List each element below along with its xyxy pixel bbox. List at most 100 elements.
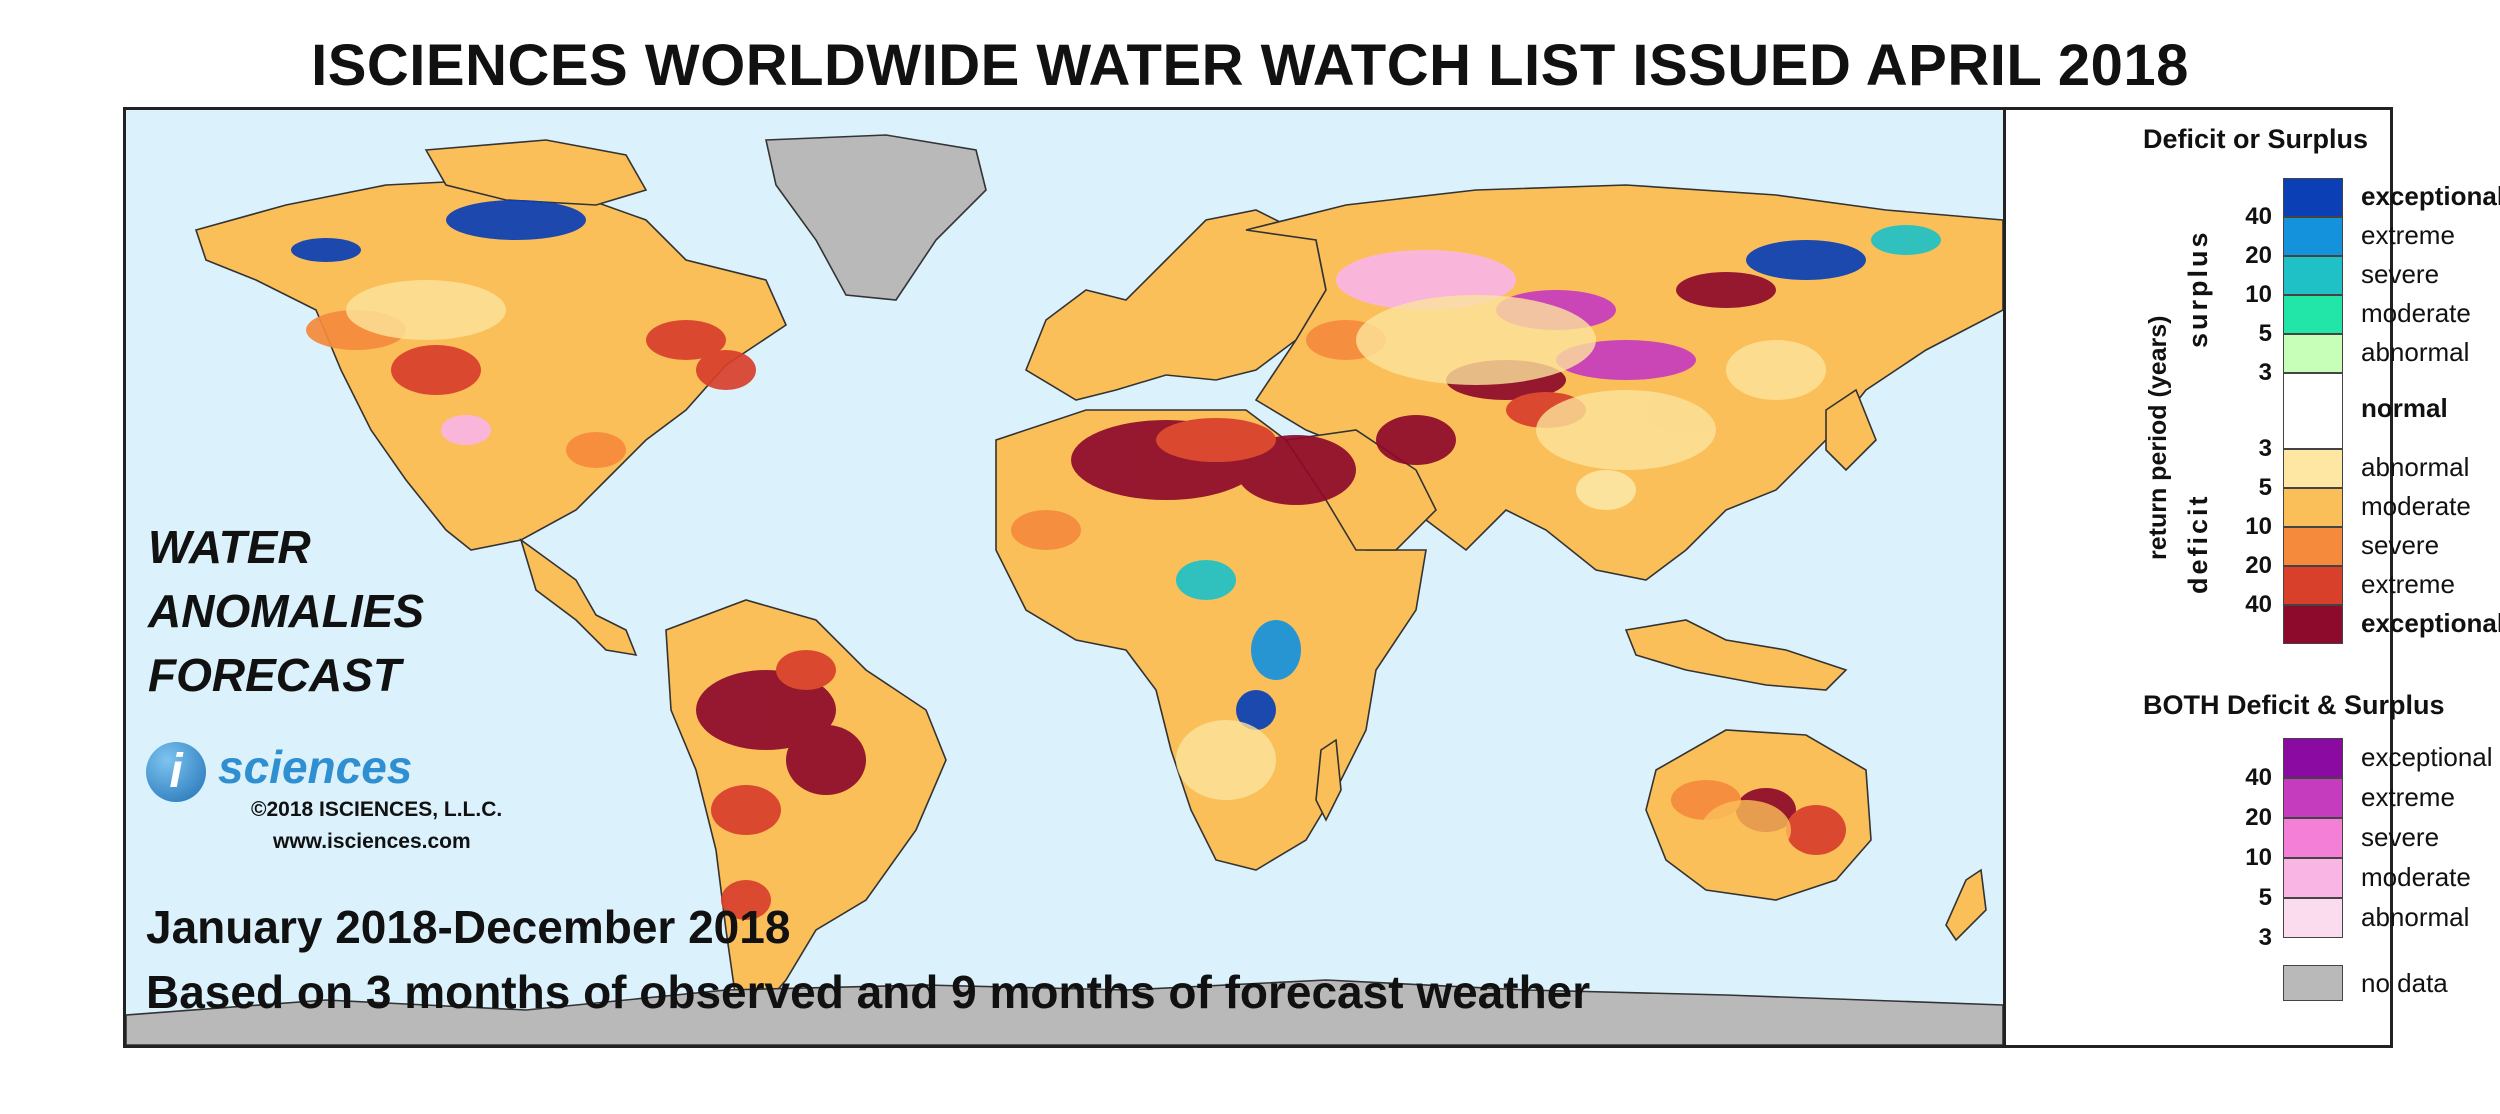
legend-tick-surplus: 40 <box>2245 203 2272 230</box>
anomaly-patch <box>1236 690 1276 730</box>
anomaly-patch <box>1336 250 1516 310</box>
anomaly-patch <box>776 650 836 690</box>
world-map-canvas <box>126 110 2003 1045</box>
legend-swatch-surplus-extreme <box>2283 217 2343 256</box>
legend-tick-both: 10 <box>2245 844 2272 871</box>
legend-swatch-surplus-exceptional <box>2283 178 2343 217</box>
logo-wordmark: sciences <box>218 741 413 793</box>
legend-label-surplus-moderate: moderate <box>2361 298 2471 328</box>
anomaly-patch <box>391 345 481 395</box>
legend-tick-surplus: 3 <box>2258 359 2272 386</box>
legend-swatch-deficit-moderate <box>2283 488 2343 527</box>
legend-tick-surplus: 10 <box>2245 281 2272 308</box>
copyright-text: ©2018 ISCIENCES, L.L.C. <box>251 798 503 821</box>
anomaly-patch <box>696 670 836 750</box>
anomaly-patch <box>1176 560 1236 600</box>
map-frame: WATER ANOMALIES FORECAST i sciences ©201… <box>123 107 2500 1048</box>
legend-surplus-label: surplus <box>2183 229 2213 348</box>
legend-swatch-surplus-abnormal <box>2283 334 2343 373</box>
legend-label-deficit-exceptional: exceptional <box>2361 608 2500 638</box>
anomaly-patch <box>1011 510 1081 550</box>
legend-swatch-both-exceptional <box>2283 738 2343 778</box>
anomaly-patch <box>1871 225 1941 255</box>
landmass-madagascar <box>1315 738 1342 822</box>
legend-tick-surplus: 5 <box>2258 320 2272 347</box>
legend-label-surplus-exceptional: exceptional <box>2361 181 2500 211</box>
legend-tick-both: 20 <box>2245 804 2272 831</box>
legend-label-surplus-severe: severe <box>2361 259 2440 289</box>
landmass-japan <box>1825 388 1877 472</box>
legend-tick-deficit: 10 <box>2245 513 2272 540</box>
anomaly-patch-light <box>1536 390 1716 470</box>
anomaly-patch <box>1376 415 1456 465</box>
map-title: ISCIENCES WORLDWIDE WATER WATCH LIST ISS… <box>311 33 2189 98</box>
legend-tick-both: 3 <box>2258 924 2272 951</box>
legend-label-deficit-severe: severe <box>2361 530 2440 560</box>
anomaly-patch <box>1676 272 1776 308</box>
anomaly-patch <box>1576 470 1636 510</box>
anomaly-patch <box>1786 805 1846 855</box>
anomaly-patch <box>1236 435 1356 505</box>
legend-label-both-moderate: moderate <box>2361 862 2471 892</box>
anomaly-patch <box>1251 620 1301 680</box>
map-heading-line3: FORECAST <box>148 649 401 701</box>
legend-swatch-both-moderate <box>2283 858 2343 898</box>
legend-label-both-exceptional: exceptional <box>2361 742 2493 772</box>
legend-swatch-surplus-moderate <box>2283 295 2343 334</box>
isciences-logo: i sciences <box>146 740 446 810</box>
landmass-antarctica <box>126 979 2003 1045</box>
legend-swatch-both-abnormal <box>2283 898 2343 938</box>
anomaly-patch <box>1746 240 1866 280</box>
legend-swatch-deficit-extreme <box>2283 566 2343 605</box>
anomaly-patch <box>446 200 586 240</box>
period-text: January 2018-December 2018 <box>146 901 791 953</box>
legend-heading-both: BOTH Deficit & Surplus <box>2143 690 2445 720</box>
legend-divider <box>2003 110 2006 1045</box>
legend-tick-both: 5 <box>2258 884 2272 911</box>
legend-tick-deficit: 5 <box>2258 474 2272 501</box>
legend-label-surplus-extreme: extreme <box>2361 220 2455 250</box>
legend-swatch-both-severe <box>2283 818 2343 858</box>
legend-label-surplus-abnormal: abnormal <box>2361 337 2470 367</box>
legend-panel: Deficit or Surplus return period (years)… <box>2006 110 2500 1045</box>
basis-text: Based on 3 months of observed and 9 mont… <box>146 966 1591 1018</box>
anomaly-patch-light <box>346 280 506 340</box>
legend-swatch-deficit-abnormal <box>2283 449 2343 488</box>
legend-axis-label: return period (years) <box>2144 315 2172 560</box>
anomaly-patch <box>441 415 491 445</box>
landmass-new-zealand <box>1945 868 1987 942</box>
legend-tick-surplus: 20 <box>2245 242 2272 269</box>
legend-tick-deficit: 3 <box>2258 435 2272 462</box>
legend-label-no-data: no data <box>2361 968 2448 998</box>
logo-i-icon: i <box>146 742 206 802</box>
anomaly-patch <box>711 785 781 835</box>
legend-deficit-label: deficit <box>2183 493 2213 594</box>
anomaly-patch-light <box>1726 340 1826 400</box>
legend-swatch-deficit-exceptional <box>2283 605 2343 644</box>
anomaly-patches <box>291 200 1941 920</box>
anomaly-patch-light <box>1356 295 1596 385</box>
anomaly-patch <box>721 880 771 920</box>
legend-label-normal: normal <box>2361 393 2448 423</box>
legend-label-deficit-moderate: moderate <box>2361 491 2471 521</box>
legend-swatch-surplus-severe <box>2283 256 2343 295</box>
website-text: www.isciences.com <box>273 830 471 853</box>
legend-swatch-no-data <box>2283 965 2343 1001</box>
legend-tick-deficit: 20 <box>2245 552 2272 579</box>
anomaly-patch <box>291 238 361 262</box>
landmass-indonesia <box>1624 619 1848 691</box>
legend-tick-deficit: 40 <box>2245 591 2272 618</box>
anomaly-patch <box>1086 525 1166 575</box>
anomaly-patch <box>646 320 726 360</box>
anomaly-patch <box>1156 418 1276 462</box>
anomaly-patch <box>696 350 756 390</box>
legend-heading-deficit-surplus: Deficit or Surplus <box>2143 124 2369 154</box>
anomaly-patch-light <box>1701 800 1791 860</box>
legend-swatch-both-extreme <box>2283 778 2343 818</box>
anomaly-patch <box>566 432 626 468</box>
anomaly-patch <box>786 725 866 795</box>
world-map[interactable]: WATER ANOMALIES FORECAST i sciences ©201… <box>126 110 2003 1045</box>
legend-label-both-extreme: extreme <box>2361 782 2455 812</box>
landmass-central-america <box>519 537 638 657</box>
legend-swatch-deficit-severe <box>2283 527 2343 566</box>
